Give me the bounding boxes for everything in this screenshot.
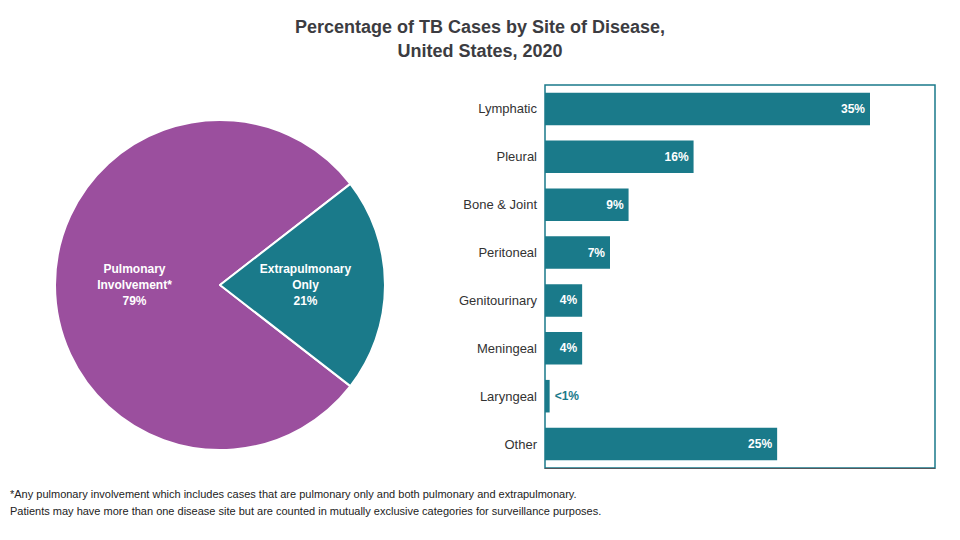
svg-text:25%: 25% <box>748 437 772 451</box>
svg-text:Other: Other <box>504 437 537 452</box>
svg-text:Involvement*: Involvement* <box>97 278 172 292</box>
svg-text:Percentage of TB Cases by Site: Percentage of TB Cases by Site of Diseas… <box>295 17 665 37</box>
svg-text:Genitourinary: Genitourinary <box>459 293 538 308</box>
svg-text:79%: 79% <box>122 294 146 308</box>
svg-text:Lymphatic: Lymphatic <box>478 101 537 116</box>
svg-text:7%: 7% <box>588 246 606 260</box>
svg-text:Pleural: Pleural <box>497 149 538 164</box>
svg-text:Meningeal: Meningeal <box>477 341 537 356</box>
svg-text:Patients may have more than on: Patients may have more than one disease … <box>10 505 601 517</box>
svg-text:Laryngeal: Laryngeal <box>480 389 537 404</box>
svg-text:4%: 4% <box>560 341 578 355</box>
svg-text:4%: 4% <box>560 293 578 307</box>
svg-text:16%: 16% <box>665 150 689 164</box>
svg-text:Pulmonary: Pulmonary <box>103 262 165 276</box>
svg-text:United States, 2020: United States, 2020 <box>397 41 562 61</box>
svg-text:Extrapulmonary: Extrapulmonary <box>260 262 352 276</box>
svg-text:Bone & Joint: Bone & Joint <box>463 197 537 212</box>
svg-text:21%: 21% <box>293 294 317 308</box>
svg-text:9%: 9% <box>606 198 624 212</box>
svg-text:<1%: <1% <box>555 389 580 403</box>
svg-text:*Any pulmonary involvement whi: *Any pulmonary involvement which include… <box>10 488 577 500</box>
svg-text:Peritoneal: Peritoneal <box>478 245 537 260</box>
svg-text:Only: Only <box>292 278 319 292</box>
svg-text:35%: 35% <box>841 102 865 116</box>
